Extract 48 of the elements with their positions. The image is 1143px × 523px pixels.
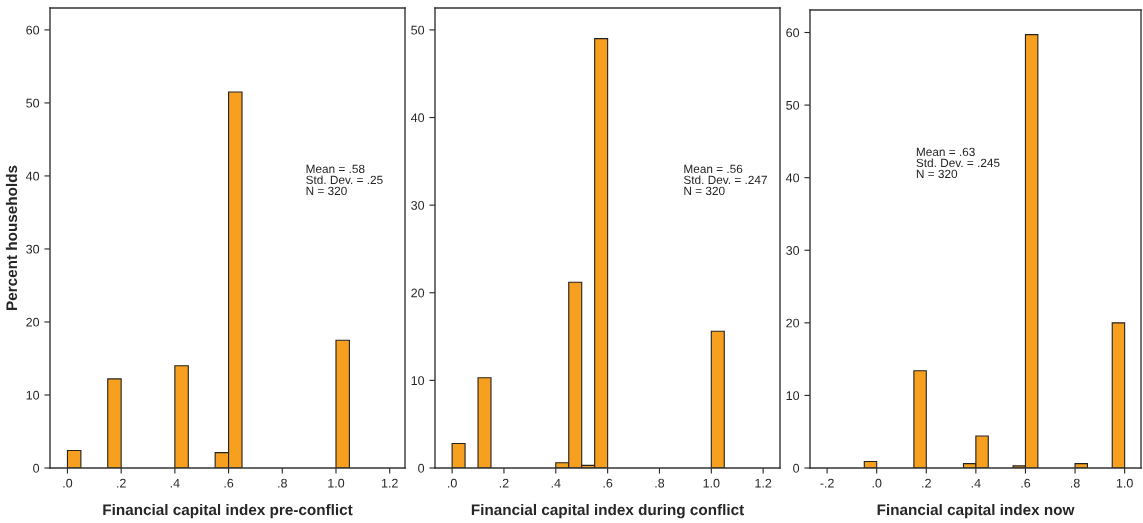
x-tick-label: .4 (551, 478, 561, 488)
x-tick-label: .6 (603, 478, 613, 488)
y-tick-label: 20 (411, 288, 425, 298)
y-axis-title: Percent households (5, 165, 18, 310)
x-tick-label: .0 (63, 478, 73, 488)
x-tick-label: 1.0 (1116, 478, 1133, 488)
y-tick-label: 50 (786, 100, 800, 110)
y-tick-label: 20 (786, 318, 800, 328)
x-axis-title: Financial capital index during conflict (471, 503, 744, 519)
x-tick-label: .8 (655, 478, 665, 488)
x-tick-label: 1.0 (328, 478, 345, 488)
y-tick-label: 10 (411, 376, 425, 386)
y-tick-label: 0 (33, 463, 40, 473)
x-tick-label: 1.0 (703, 478, 720, 488)
y-tick-label: 0 (418, 463, 425, 473)
x-tick-label: 1.2 (381, 478, 398, 488)
annotation: Mean = .58 Std. Dev. = .25 N = 320 (306, 164, 383, 196)
x-tick-label: .2 (499, 478, 509, 488)
y-tick-label: 40 (785, 173, 800, 183)
y-tick-label: 50 (26, 98, 40, 108)
x-tick-label: .0 (448, 478, 457, 488)
y-tick-label: 60 (786, 28, 800, 38)
y-tick-label: 40 (25, 171, 40, 181)
y-tick-label: 30 (411, 200, 425, 210)
x-tick-label: .0 (872, 478, 882, 488)
x-tick-label: .6 (224, 478, 234, 488)
y-tick-label: 60 (26, 25, 40, 35)
x-axis-title: Financial capital index pre-conflict (103, 503, 353, 519)
annotation: Mean = .63 Std. Dev. = .245 N = 320 (916, 147, 1000, 179)
x-tick-label: .8 (1070, 478, 1080, 488)
y-tick-label: 20 (26, 317, 40, 327)
y-tick-label: 30 (786, 246, 800, 255)
y-tick-label: 0 (793, 463, 800, 473)
y-tick-label: 50 (411, 25, 425, 35)
x-tick-label: .2 (922, 478, 931, 488)
x-tick-label: .4 (971, 478, 981, 488)
y-tick-label: 10 (26, 390, 40, 400)
y-tick-label: 10 (786, 391, 800, 401)
x-axis-title: Financial capital index now (877, 503, 1075, 519)
x-tick-label: 1.2 (755, 478, 772, 488)
x-tick-label: .4 (170, 478, 180, 488)
x-tick-label: .2 (117, 478, 126, 488)
x-tick-label: -.2 (820, 478, 834, 488)
x-tick-label: .6 (1021, 478, 1031, 488)
x-tick-label: .8 (278, 478, 287, 488)
y-tick-label: 30 (26, 244, 40, 254)
annotation: Mean = .56 Std. Dev. = .247 N = 320 (683, 164, 767, 196)
y-tick-label: 40 (410, 113, 425, 123)
